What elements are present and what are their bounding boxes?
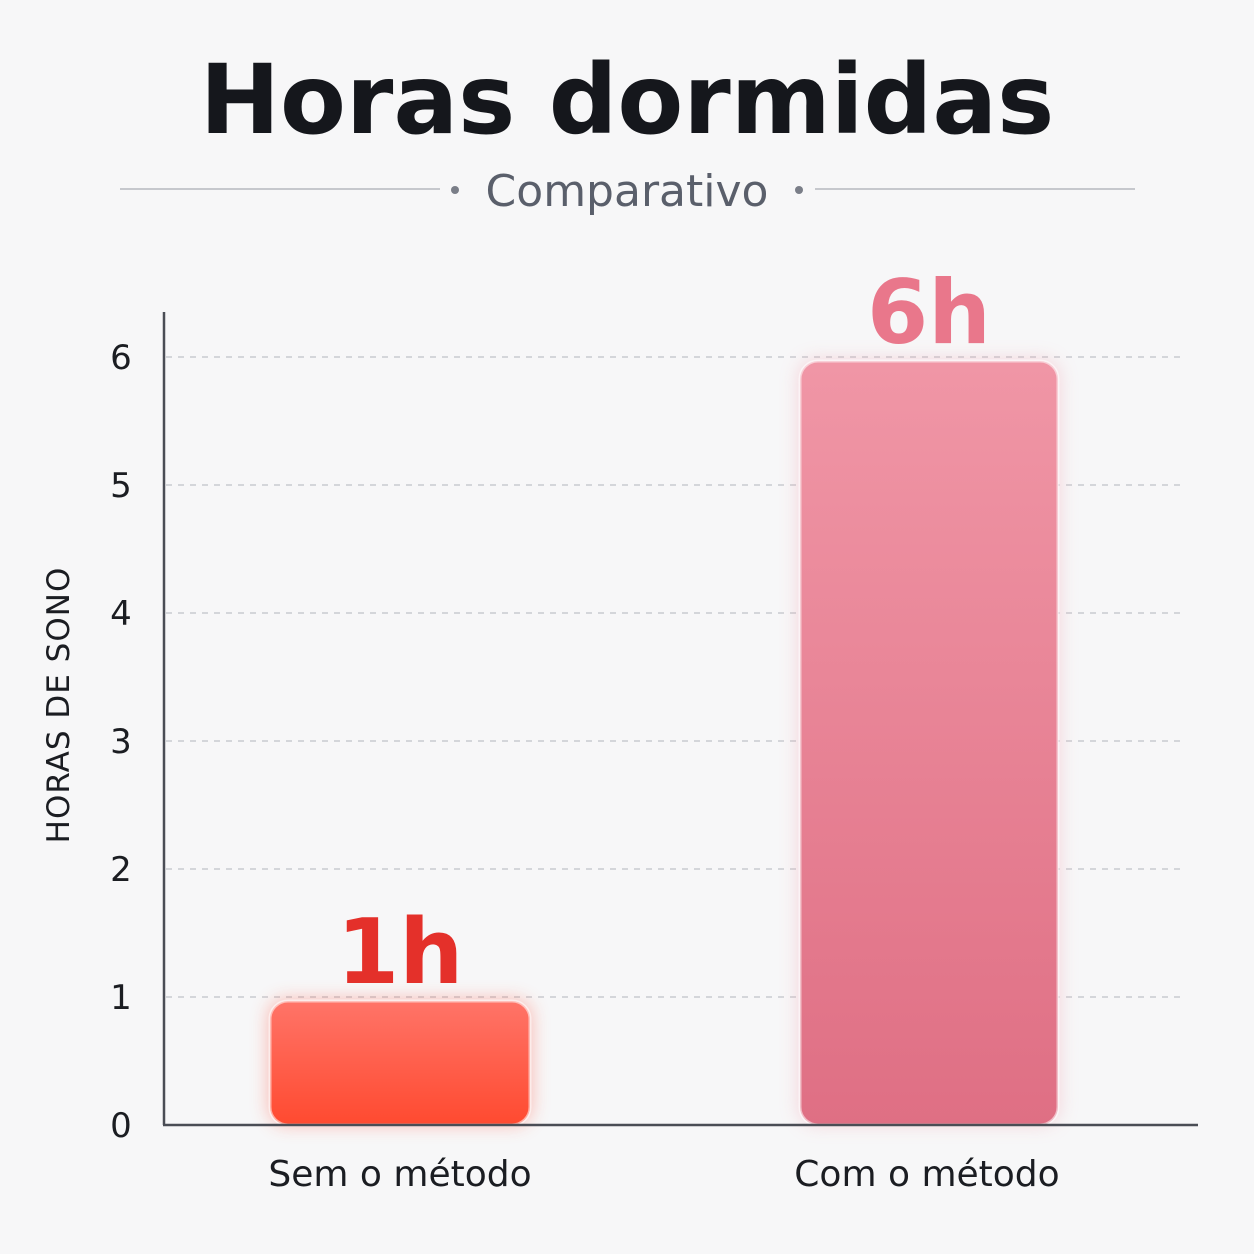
bar-value-label: 6h bbox=[867, 261, 991, 364]
category-label: Com o método bbox=[794, 1154, 1059, 1195]
y-tick-label: 4 bbox=[110, 594, 132, 634]
y-tick-label: 3 bbox=[110, 722, 132, 762]
chart-subtitle: Comparativo bbox=[486, 166, 769, 217]
y-axis-label: HORAS DE SONO bbox=[41, 567, 77, 844]
bar bbox=[798, 359, 1060, 1127]
y-tick-label: 0 bbox=[110, 1106, 132, 1146]
y-tick-label: 5 bbox=[110, 466, 132, 506]
bar bbox=[268, 999, 532, 1127]
subtitle-dot-left bbox=[451, 186, 459, 194]
bar-value-label: 1h bbox=[337, 900, 464, 1005]
category-labels: Sem o método Com o método bbox=[268, 1154, 1059, 1195]
y-tick-labels: 0 1 2 3 4 5 6 bbox=[110, 338, 132, 1146]
bars bbox=[268, 359, 1060, 1127]
y-tick-label: 1 bbox=[110, 978, 132, 1018]
value-labels: 1h 6h bbox=[337, 261, 991, 1005]
chart-title: Horas dormidas bbox=[200, 44, 1055, 156]
subtitle-dot-right bbox=[795, 186, 803, 194]
y-tick-label: 6 bbox=[110, 338, 132, 378]
y-tick-label: 2 bbox=[110, 850, 132, 890]
category-label: Sem o método bbox=[268, 1154, 531, 1195]
gridlines bbox=[166, 356, 1184, 998]
